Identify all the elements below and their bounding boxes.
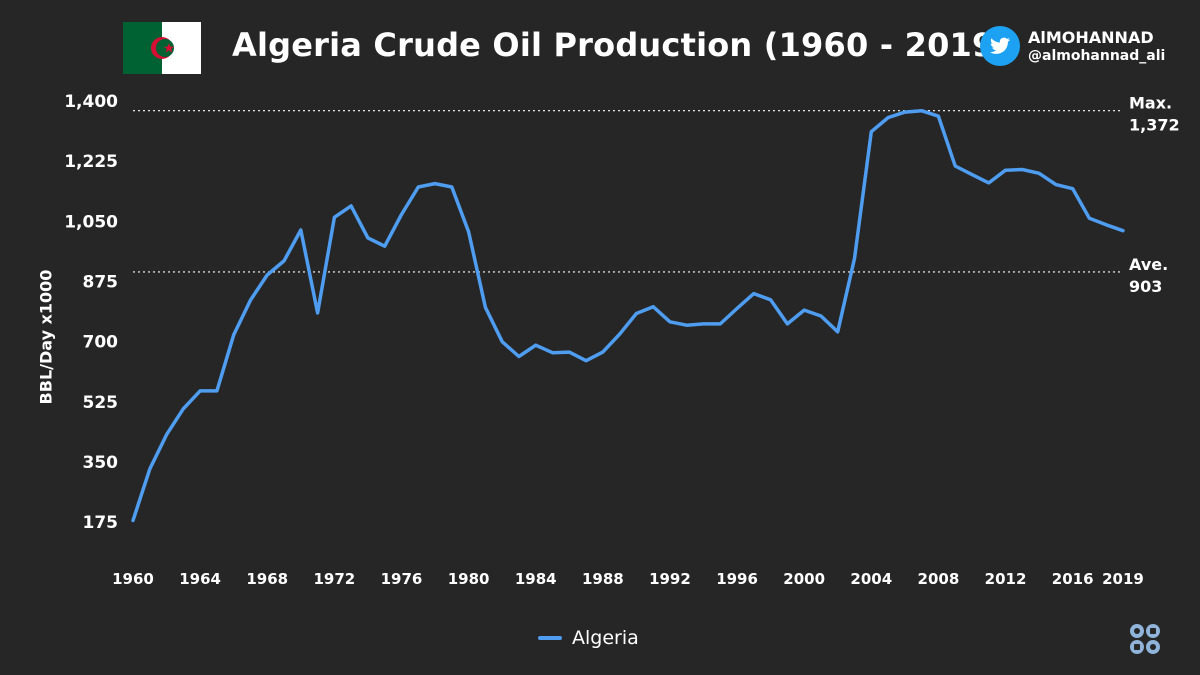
y-tick-label: 525 [83,393,119,413]
reference-label: Ave. [1129,255,1168,274]
author-name: AlMOHANNAD [1028,28,1154,47]
flag-crescent-inner [156,39,174,57]
legend-label-algeria: Algeria [572,627,639,649]
x-tick-label: 1960 [112,570,154,588]
twitter-icon[interactable] [980,26,1020,66]
y-tick-label: 350 [83,453,119,473]
author-handle[interactable]: @almohannad_ali [1028,48,1166,64]
x-tick-label: 1964 [179,570,221,588]
y-tick-label: 1,050 [64,212,118,232]
chart-title: Algeria Crude Oil Production (1960 - 201… [232,26,1010,64]
legend-swatch [538,636,562,640]
legend: Algeria [538,627,639,649]
x-tick-label: 2012 [985,570,1027,588]
series-line-algeria [131,108,1125,523]
y-tick-label: 175 [83,513,119,533]
x-tick-label: 1984 [515,570,557,588]
x-tick-label: 2008 [918,570,960,588]
x-tick-label: 1968 [246,570,288,588]
y-tick-label: 700 [83,333,119,353]
x-tick-label: 1980 [448,570,490,588]
y-tick-label: 875 [83,273,119,293]
reference-value: 1,372 [1129,116,1180,135]
x-tick-label: 2019 [1102,570,1144,588]
y-tick-label: 1,400 [64,92,118,112]
x-tick-label: 1992 [649,570,691,588]
algeria-flag-icon [123,22,201,74]
x-tick-label: 1976 [381,570,423,588]
reference-value: 903 [1129,277,1162,296]
y-tick-label: 1,225 [64,152,118,172]
x-tick-label: 2000 [783,570,825,588]
x-tick-label: 1996 [716,570,758,588]
x-tick-label: 1972 [313,570,355,588]
x-tick-label: 1988 [582,570,624,588]
reference-label: Max. [1129,94,1172,113]
x-tick-label: 2016 [1052,570,1094,588]
opec-logo-icon [1128,622,1162,656]
x-tick-label: 2004 [850,570,892,588]
flag-star [163,43,175,53]
